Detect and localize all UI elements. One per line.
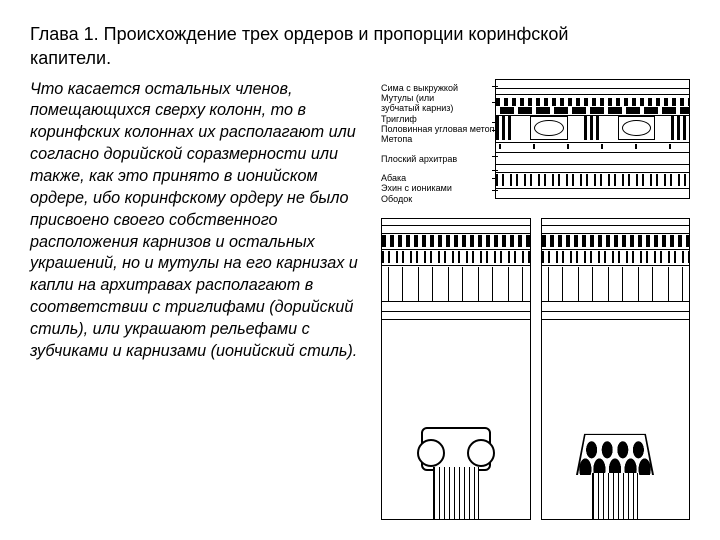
page: Глава 1. Происхождение трех ордеров и пр… xyxy=(0,0,720,540)
figures-column: Сима с выкружкой Мутулы (или зубчатый ка… xyxy=(381,77,690,520)
heading-line-2: капители. xyxy=(30,48,111,68)
label-triglyph: Триглиф xyxy=(381,114,491,124)
label-echinus: Эхин с иониками xyxy=(381,183,491,193)
ionic-capital-drawing xyxy=(381,218,531,520)
label-metope: Метопа xyxy=(381,134,491,144)
label-sima: Сима с выкружкой xyxy=(381,83,491,93)
chapter-heading: Глава 1. Происхождение трех ордеров и пр… xyxy=(30,22,690,71)
acanthus-leaves-icon xyxy=(576,419,654,475)
label-abacus: Абака xyxy=(381,173,491,183)
ionic-volute-icon xyxy=(421,427,491,471)
entablature-drawing xyxy=(495,79,690,199)
corinthian-capital-drawing xyxy=(541,218,691,520)
label-mutuly-2: зубчатый карниз) xyxy=(381,103,491,113)
figure-entablature-labeled: Сима с выкружкой Мутулы (или зубчатый ка… xyxy=(381,79,690,204)
label-half-metope: Половинная угловая метопа xyxy=(381,124,491,134)
label-list: Сима с выкружкой Мутулы (или зубчатый ка… xyxy=(381,79,491,204)
label-collar: Ободок xyxy=(381,194,491,204)
body-paragraph: Что касается остальных членов, помещающи… xyxy=(30,77,369,520)
label-architrave: Плоский архитрав xyxy=(381,154,491,164)
figure-capitals-row xyxy=(381,218,690,520)
label-mutuly-1: Мутулы (или xyxy=(381,93,491,103)
content-row: Что касается остальных членов, помещающи… xyxy=(30,77,690,520)
heading-line-1: Глава 1. Происхождение трех ордеров и пр… xyxy=(30,24,568,44)
